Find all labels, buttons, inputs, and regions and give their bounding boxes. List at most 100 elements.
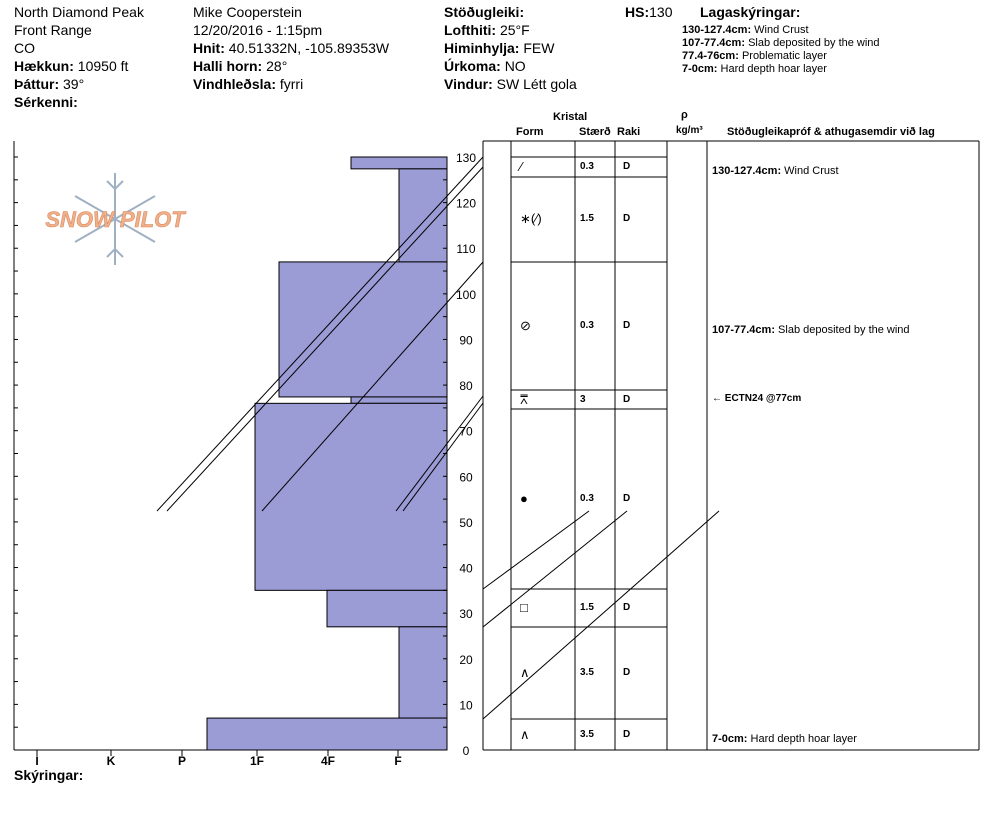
- grain-size: 0.3: [580, 161, 594, 172]
- sky-row: Himinhylja: FEW: [444, 39, 554, 57]
- layer-connector: [166, 166, 484, 512]
- grain-size: 0.3: [580, 493, 594, 504]
- hardness-label: P: [178, 754, 186, 768]
- layer-comment: 7-0cm: Hard depth hoar layer: [712, 733, 857, 745]
- hs-label: HS:: [625, 4, 650, 20]
- moisture-value: D: [623, 667, 631, 678]
- legend-list: 130-127.4cm: Wind Crust 107-77.4cm: Slab…: [682, 24, 880, 76]
- grain-size: 1.5: [580, 213, 594, 224]
- wind-loading-value: fyrri: [279, 76, 304, 92]
- height-tick-label: 20: [459, 653, 473, 667]
- height-tick-label: 80: [459, 379, 473, 393]
- coords-value: 40.51332N, -105.89353W: [228, 40, 390, 56]
- grain-size: 1.5: [580, 602, 594, 613]
- height-tick-label: 120: [456, 197, 476, 211]
- grain-form: □: [520, 600, 528, 615]
- legend-item: 77.4-76cm: Problematic layer: [682, 50, 827, 62]
- moisture-value: D: [623, 394, 631, 405]
- grain-form: ●: [520, 491, 528, 506]
- height-tick-label: 50: [459, 516, 473, 530]
- layer-comment: 130-127.4cm: Wind Crust: [712, 165, 839, 177]
- height-tick-label: 110: [456, 242, 475, 256]
- layer-connector: [482, 510, 590, 590]
- layer-connector: [402, 402, 484, 512]
- legend-item: 130-127.4cm: Wind Crust: [682, 24, 809, 36]
- air-temp-value: 25°F: [499, 22, 530, 38]
- kristal-header: Kristal: [553, 111, 588, 123]
- wind-label: Vindur:: [444, 76, 493, 92]
- hardness-label: I: [35, 754, 38, 768]
- moisture-value: D: [623, 213, 631, 224]
- slope-row: Halli horn: 28°: [193, 57, 287, 75]
- rho-header: ρ: [681, 109, 688, 121]
- legend-item: 107-77.4cm: Slab deposited by the wind: [682, 37, 880, 49]
- grain-size: 3.5: [580, 667, 594, 678]
- hardness-bar: [350, 396, 448, 404]
- stability-label: Stöðugleiki:: [444, 4, 525, 20]
- hs-row: HS:130: [625, 3, 672, 21]
- grain-form: ∧: [520, 665, 530, 680]
- layer-connector: [482, 510, 628, 628]
- coords-label: Hnit:: [193, 40, 225, 56]
- grain-form: ⁄: [520, 159, 523, 174]
- footer-label: Skýringar:: [14, 767, 84, 783]
- hardness-label: F: [394, 754, 401, 768]
- features-label: Sérkenni:: [14, 94, 78, 110]
- coords-row: Hnit: 40.51332N, -105.89353W: [193, 39, 389, 57]
- slope-value: 28°: [266, 58, 288, 74]
- size-header: Stærð: [579, 126, 611, 138]
- wind-row: Vindur: SW Létt gola: [444, 75, 577, 93]
- snowpilot-logo: SNOW PILOT: [45, 173, 187, 265]
- hardness-bar: [398, 168, 448, 263]
- moisture-header: Raki: [617, 126, 641, 138]
- height-tick-label: 30: [459, 607, 473, 621]
- wind-loading-label: Vindhleðsla:: [193, 76, 276, 92]
- height-tick-label: 0: [463, 744, 470, 758]
- wind-value: SW Létt gola: [496, 76, 577, 92]
- height-tick-label: 60: [459, 470, 473, 484]
- hardness-label: 1F: [250, 754, 264, 768]
- tests-header: Stöðugleikapróf & athugasemdir við lag: [727, 126, 935, 138]
- elevation-value: 10950 ft: [77, 58, 129, 74]
- air-temp-label: Lofthiti:: [444, 22, 497, 38]
- hardness-label: 4F: [321, 754, 335, 768]
- test-result: ← ECTN24 @77cm: [712, 393, 802, 404]
- observer-name: Mike Cooperstein: [193, 4, 302, 20]
- moisture-value: D: [623, 320, 631, 331]
- legend-item: 7-0cm: Hard depth hoar layer: [682, 63, 827, 75]
- grain-form: ⩞: [520, 392, 528, 407]
- height-tick-label: 40: [459, 562, 473, 576]
- aspect-row: Þáttur: 39°: [14, 75, 84, 93]
- hardness-bar: [350, 156, 448, 170]
- form-header: Form: [516, 126, 544, 138]
- layer-connector: [156, 156, 484, 512]
- height-tick-label: 10: [459, 698, 473, 712]
- aspect-label: Þáttur:: [14, 76, 60, 92]
- precip-value: NO: [504, 58, 526, 74]
- state-name: CO: [14, 40, 35, 56]
- grain-form: ∧: [520, 727, 530, 742]
- precip-label: Úrkoma:: [444, 58, 501, 74]
- height-tick-label: 130: [456, 151, 476, 165]
- svg-text:SNOW PILOT: SNOW PILOT: [45, 207, 186, 232]
- hardness-bar: [326, 589, 448, 628]
- grain-form: ⊘: [520, 318, 531, 333]
- hardness-bar: [254, 402, 448, 591]
- height-tick-label: 90: [459, 333, 473, 347]
- height-tick-label: 100: [456, 288, 476, 302]
- moisture-value: D: [623, 729, 631, 740]
- height-tick-label: 70: [459, 425, 473, 439]
- observation-datetime: 12/20/2016 - 1:15pm: [193, 22, 323, 38]
- density-unit-header: kg/m³: [676, 125, 703, 136]
- slope-label: Halli horn:: [193, 58, 263, 74]
- wind-loading-row: Vindhleðsla: fyrri: [193, 75, 303, 93]
- moisture-value: D: [623, 161, 631, 172]
- hardness-bar: [278, 261, 448, 398]
- hs-value: 130: [649, 4, 673, 20]
- moisture-value: D: [623, 602, 631, 613]
- grain-size: 0.3: [580, 320, 594, 331]
- layer-connector: [395, 395, 484, 512]
- hardness-bar: [206, 717, 448, 751]
- grain-size: 3: [580, 394, 586, 405]
